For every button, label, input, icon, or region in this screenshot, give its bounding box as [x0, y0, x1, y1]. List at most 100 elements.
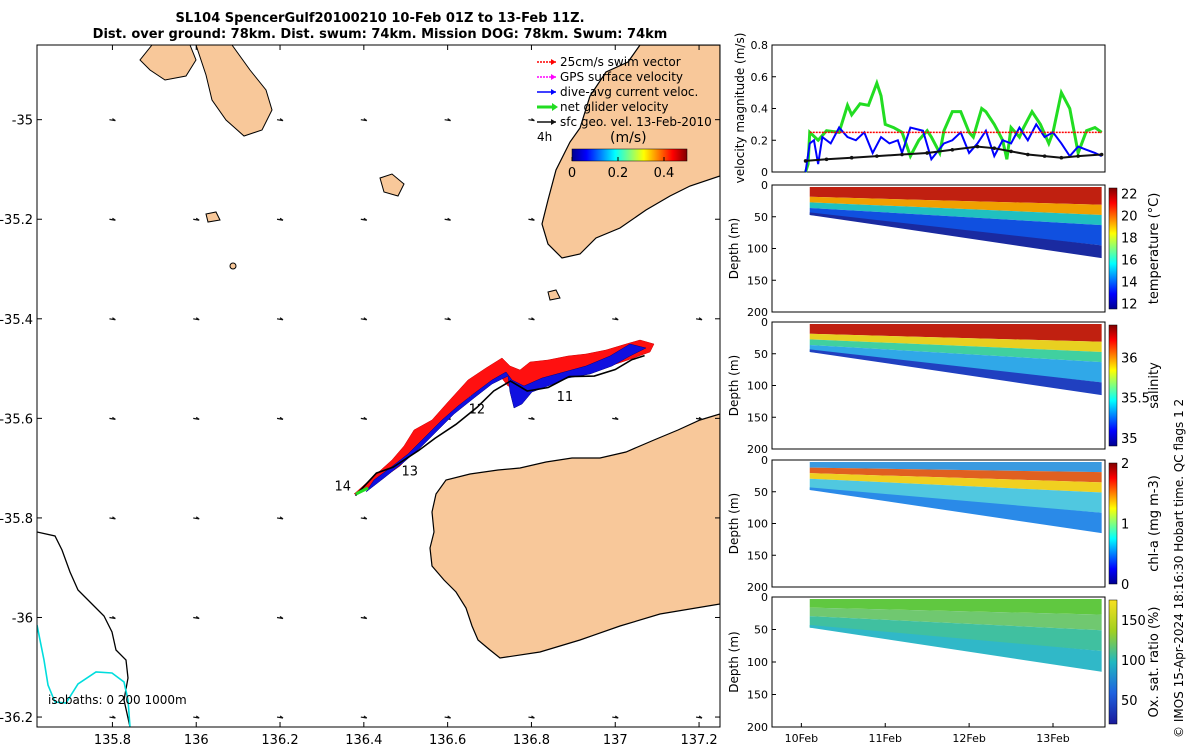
depth-tick-label: 50 — [754, 211, 768, 224]
velocity-point — [849, 155, 854, 160]
depth-tick-label: 0 — [761, 454, 768, 467]
geo-arrow — [276, 416, 284, 420]
map-x-tick-label: 136.2 — [261, 733, 298, 748]
geo-arrow — [276, 516, 284, 520]
depth-tick-label: 0 — [761, 179, 768, 192]
velocity-point — [925, 151, 929, 155]
section-band — [809, 467, 1102, 483]
colorbar-tick-label: 12 — [1121, 298, 1138, 313]
coastline-west — [37, 531, 131, 727]
geo-velocity-arrows — [109, 118, 703, 719]
legend-sfc-geo-velocity: sfc geo. vel. 13-Feb-2010 — [560, 115, 712, 129]
day-labels: 14 13 12 11 — [335, 390, 574, 495]
geo-arrow — [612, 416, 619, 420]
velocity-y-tick-label: 0.4 — [751, 103, 769, 116]
glider-track-line — [354, 354, 645, 497]
depth-tick-label: 0 — [761, 316, 768, 329]
depth-axis-label: Depth (m) — [727, 493, 741, 554]
geo-arrow — [360, 516, 368, 520]
day-label: 13 — [402, 465, 419, 480]
chart-title-line-2: Dist. over ground: 78km. Dist. swum: 74k… — [92, 27, 668, 42]
map-x-tick-label: 136.6 — [429, 733, 466, 748]
velocity-series — [803, 78, 1104, 173]
velocity-y-tick-label: 0 — [761, 166, 768, 179]
section-band — [809, 333, 1102, 352]
colorbar-period-label: 4h — [537, 130, 552, 144]
geo-arrow — [612, 715, 619, 719]
section-band — [809, 187, 1102, 205]
section-band — [809, 599, 1102, 615]
depth-tick-label: 50 — [754, 348, 768, 361]
velocity-point — [900, 152, 904, 157]
map-x-tick-label: 135.8 — [94, 733, 131, 748]
map-axes-box — [36, 44, 721, 728]
geo-arrow — [695, 416, 703, 420]
depth-axis-label: Depth (m) — [727, 631, 741, 692]
velocity-point — [950, 147, 955, 152]
day-label: 11 — [557, 390, 574, 405]
section-band — [809, 487, 1102, 534]
velocity-point — [1076, 154, 1080, 158]
geo-arrow — [528, 217, 535, 221]
geo-arrow — [193, 516, 200, 520]
geo-arrow — [109, 317, 116, 321]
geo-arrow — [360, 715, 368, 719]
colorbar-tick-label: 1 — [1121, 518, 1129, 533]
geo-arrow — [444, 118, 451, 122]
colorbar-label: temperature (°C) — [1147, 193, 1162, 305]
geo-arrow — [528, 416, 535, 420]
section-band — [809, 207, 1102, 246]
depth-tick-label: 100 — [747, 380, 768, 393]
velocity-point — [1009, 149, 1013, 154]
depth-tick-label: 200 — [747, 443, 768, 456]
section-band — [809, 202, 1102, 226]
velocity-point — [824, 157, 829, 162]
map-x-tick-label: 136.8 — [513, 733, 550, 748]
current-band — [365, 343, 647, 493]
velocity-point — [992, 146, 997, 150]
geo-arrow — [276, 715, 284, 719]
geo-arrow — [109, 416, 116, 420]
velocity-series-line — [804, 122, 1103, 173]
geo-arrow — [528, 317, 535, 321]
geo-arrow — [444, 217, 451, 221]
time-tick-label: 10Feb — [785, 732, 818, 745]
time-tick-label: 12Feb — [952, 732, 985, 745]
colorbar-tick-label: 22 — [1121, 188, 1138, 203]
island-small-2 — [205, 211, 221, 223]
velocity-panel: 0 0.2 0.4 0.6 0.8 velocity magnitude (m/s) — [733, 33, 1106, 183]
geo-arrow — [109, 516, 116, 520]
isobath-line — [37, 624, 131, 727]
section-band — [809, 607, 1102, 631]
velocity-y-tick-label: 0.6 — [751, 71, 769, 84]
geo-arrow — [276, 217, 284, 221]
colorbar-tick-label: 0.4 — [654, 166, 675, 181]
velocity-point — [1042, 154, 1047, 158]
geo-arrow — [360, 217, 368, 221]
geo-arrow — [193, 217, 200, 221]
colorbar-tick-label: 14 — [1121, 276, 1138, 291]
geo-arrow — [444, 317, 451, 321]
section-band — [809, 478, 1102, 513]
section-panel: 0 50 100 150 200 Depth (m) 35 35.5 36 salinity — [727, 316, 1162, 456]
colorbar-label: salinity — [1147, 362, 1162, 409]
day-label: 14 — [335, 480, 352, 495]
map-y-tick-label: -35.2 — [0, 213, 33, 228]
geo-arrow — [360, 317, 368, 321]
colorbar-tick-label: 35 — [1121, 432, 1138, 447]
geo-arrow — [276, 615, 284, 620]
section-colorbar — [1108, 599, 1118, 725]
section-panel: 0 50 100 150 200 Depth (m) 12 14 16 18 20 22 tempera… — [727, 179, 1162, 319]
chart-title-line-1: SL104 SpencerGulf20100210 10-Feb 01Z to … — [175, 11, 585, 26]
geo-arrow — [193, 615, 200, 620]
velocity-series-line — [804, 78, 1103, 173]
geo-arrow — [528, 715, 535, 719]
geo-arrow — [444, 715, 451, 719]
depth-tick-label: 150 — [747, 549, 768, 562]
colorbar-unit-label: (m/s) — [610, 130, 647, 146]
map-legend: 25cm/s swim vector GPS surface velocity … — [537, 55, 712, 181]
depth-tick-label: 0 — [761, 591, 768, 604]
map-y-tick-label: -35.4 — [0, 313, 33, 328]
track-start-green — [355, 486, 369, 496]
